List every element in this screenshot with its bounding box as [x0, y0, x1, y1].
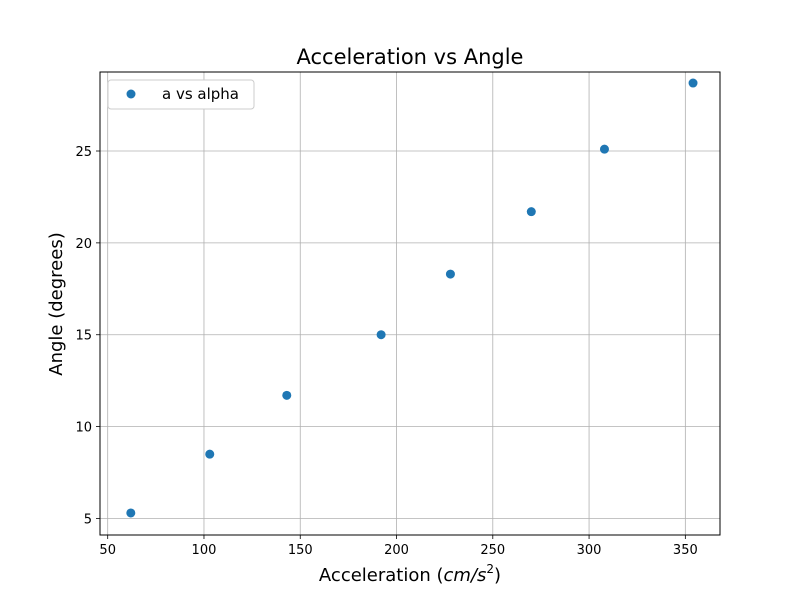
data-points: [126, 78, 698, 518]
data-point: [282, 390, 292, 400]
legend: a vs alpha: [107, 79, 255, 110]
y-tick-label: 5: [84, 512, 92, 527]
legend-label: a vs alpha: [162, 85, 239, 103]
y-tick-label: 20: [75, 237, 92, 252]
data-point: [526, 207, 536, 217]
x-axis-label-suffix: ): [494, 565, 501, 586]
data-point: [376, 330, 386, 340]
data-point: [599, 144, 609, 154]
x-axis-label-exponent: 2: [486, 562, 494, 576]
x-tick-label: 250: [480, 543, 505, 558]
data-point: [126, 508, 136, 518]
x-axis-label: Acceleration (cm/s2): [319, 562, 501, 586]
x-tick-label: 350: [673, 543, 698, 558]
x-axis-label-unit: cm/s: [444, 565, 487, 586]
y-tick-label: 25: [75, 145, 92, 160]
y-tick-label: 10: [75, 421, 92, 436]
x-axis-label-prefix: Acceleration (: [319, 565, 444, 586]
plot-frame: [99, 71, 721, 536]
legend-box: [107, 79, 255, 110]
chart-title: Acceleration vs Angle: [297, 45, 524, 69]
data-point: [205, 449, 215, 459]
data-point: [445, 269, 455, 279]
x-tick-label: 200: [384, 543, 409, 558]
y-axis-label: Angle (degrees): [46, 232, 67, 375]
axis-ticks: 50 100 150 200 250 300 350 5 10 15 20 25: [75, 145, 697, 558]
legend-marker: [126, 89, 136, 99]
x-tick-label: 300: [577, 543, 602, 558]
y-tick-label: 15: [75, 329, 92, 344]
data-point: [688, 78, 698, 88]
x-tick-label: 150: [288, 543, 313, 558]
x-tick-label: 100: [192, 543, 217, 558]
x-tick-label: 50: [99, 543, 116, 558]
grid-lines: [100, 72, 720, 535]
